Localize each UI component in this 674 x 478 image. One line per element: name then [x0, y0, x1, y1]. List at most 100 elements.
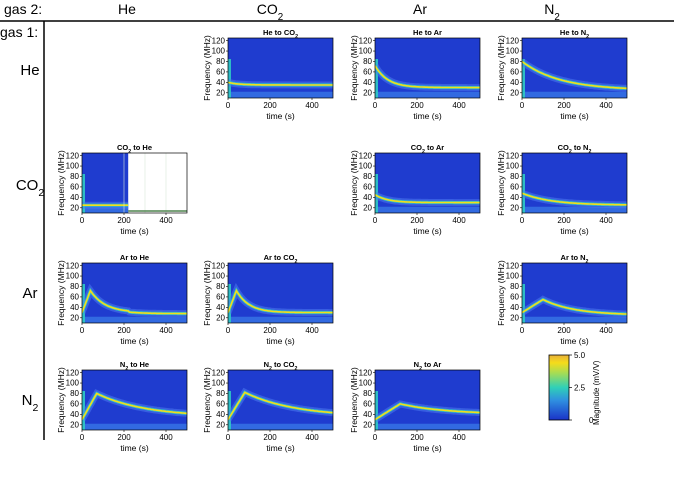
y-axis-label: Frequency (MHz)	[496, 260, 506, 326]
plot-frame	[374, 152, 481, 214]
row-labels: He CO2 Ar N2	[16, 62, 45, 414]
y-tick-label: 40	[216, 78, 225, 87]
y-tick-label: 100	[359, 162, 373, 171]
y-axis-label: Frequency (MHz)	[496, 150, 506, 216]
panel-title: Ar to He	[120, 253, 149, 262]
y-tick-label: 120	[359, 151, 373, 160]
y-tick-label: 40	[216, 303, 225, 312]
y-tick-label: 100	[66, 379, 80, 388]
y-tick-label: 40	[510, 193, 519, 202]
x-axis-label: time (s)	[120, 443, 149, 453]
x-axis-label: time (s)	[120, 336, 149, 346]
spectrogram-background	[228, 370, 333, 430]
x-tick-label: 200	[410, 216, 424, 225]
y-tick-label: 80	[70, 282, 79, 291]
y-tick-label: 120	[212, 36, 226, 45]
y-tick-label: 80	[363, 57, 372, 66]
y-tick-label: 40	[70, 193, 79, 202]
gas1-label: gas 1:	[0, 24, 38, 40]
y-tick-label: 40	[363, 410, 372, 419]
x-axis-label: time (s)	[120, 226, 149, 236]
y-tick-label: 100	[506, 162, 520, 171]
plot-frame	[227, 262, 334, 324]
y-tick-label: 60	[363, 68, 372, 77]
x-tick-label: 400	[452, 433, 466, 442]
x-tick-label: 400	[599, 326, 613, 335]
x-tick-label: 400	[599, 101, 613, 110]
y-axis-label: Frequency (MHz)	[349, 367, 359, 433]
x-tick-label: 200	[117, 433, 131, 442]
x-tick-label: 0	[80, 326, 85, 335]
resonance-peak	[228, 288, 333, 314]
y-tick-label: 60	[510, 68, 519, 77]
x-tick-label: 0	[520, 326, 525, 335]
plot-frame	[227, 369, 334, 431]
resonance-peak	[375, 194, 480, 204]
y-tick-label: 40	[363, 193, 372, 202]
y-tick-label: 20	[70, 203, 79, 212]
plot-frame	[81, 152, 188, 214]
y-tick-label: 80	[216, 282, 225, 291]
y-tick-label: 80	[510, 282, 519, 291]
y-tick-label: 40	[70, 303, 79, 312]
x-tick-label: 400	[305, 433, 319, 442]
x-axis-label: time (s)	[413, 226, 442, 236]
y-axis-label: Frequency (MHz)	[349, 150, 359, 216]
plot-frame	[521, 262, 628, 324]
y-tick-label: 100	[212, 272, 226, 281]
y-tick-label: 40	[363, 78, 372, 87]
panel-title: N2 to He	[120, 360, 149, 372]
x-axis-label: time (s)	[560, 336, 589, 346]
y-tick-label: 80	[363, 389, 372, 398]
x-tick-label: 400	[452, 216, 466, 225]
spectrogram-background	[228, 38, 333, 98]
y-tick-label: 20	[510, 203, 519, 212]
y-tick-label: 80	[70, 389, 79, 398]
y-tick-label: 80	[510, 172, 519, 181]
y-tick-label: 20	[510, 313, 519, 322]
empty-region-grid	[123, 153, 187, 213]
row-label-co2: CO2	[16, 177, 45, 199]
x-axis-label: time (s)	[560, 111, 589, 121]
y-tick-label: 40	[510, 78, 519, 87]
y-tick-label: 20	[363, 88, 372, 97]
y-axis-label: Frequency (MHz)	[202, 35, 212, 101]
y-axis-label: Frequency (MHz)	[349, 35, 359, 101]
y-tick-label: 120	[359, 368, 373, 377]
y-tick-label: 20	[216, 313, 225, 322]
y-tick-label: 100	[359, 379, 373, 388]
resonance-peak	[375, 403, 480, 421]
panel-title: CO2 to N2	[558, 143, 592, 155]
x-axis-label: time (s)	[266, 336, 295, 346]
y-tick-label: 40	[70, 410, 79, 419]
y-axis-label: Frequency (MHz)	[56, 150, 66, 216]
colorbar-tick-mid: 2.5	[574, 384, 586, 393]
x-tick-label: 400	[452, 101, 466, 110]
resonance-peak	[522, 298, 627, 315]
x-tick-label: 400	[159, 216, 173, 225]
x-tick-label: 400	[305, 326, 319, 335]
x-tick-label: 200	[117, 216, 131, 225]
resonance-peak	[82, 289, 187, 315]
y-tick-label: 80	[70, 172, 79, 181]
y-tick-label: 60	[216, 400, 225, 409]
resonance-peak	[228, 391, 333, 421]
y-tick-label: 120	[506, 151, 520, 160]
row-label-n2: N2	[22, 392, 39, 414]
resonance-peak	[522, 60, 627, 90]
panel-title: CO2 to He	[117, 143, 152, 155]
y-tick-label: 60	[70, 293, 79, 302]
y-tick-label: 120	[212, 368, 226, 377]
y-tick-label: 60	[70, 183, 79, 192]
y-axis-label: Frequency (MHz)	[202, 367, 212, 433]
x-tick-label: 200	[410, 101, 424, 110]
column-header-n2: N2	[544, 1, 560, 23]
